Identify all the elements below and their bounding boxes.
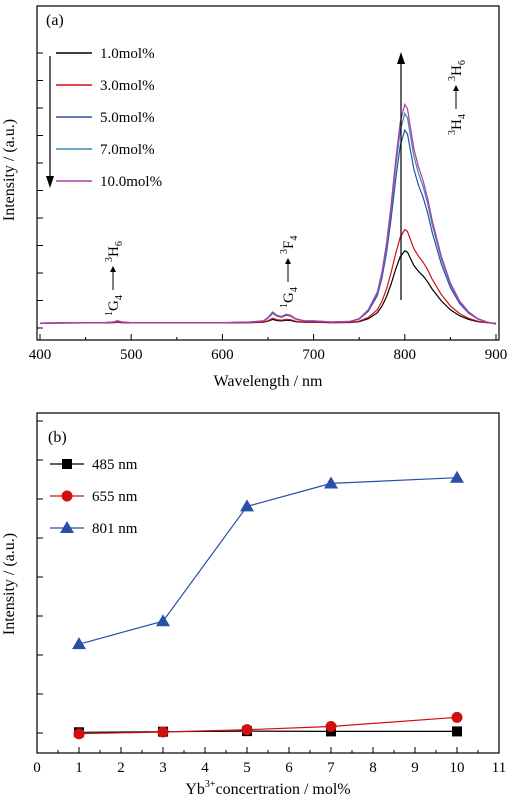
- panel-b-marker-triangle: [450, 470, 464, 483]
- panel-a-xtick-label: 700: [302, 347, 325, 363]
- panel-b-xlabel-rest: concertration / mol%: [216, 781, 351, 798]
- panel-b-marker-triangle: [72, 637, 86, 650]
- panel-b-marker-circle: [241, 724, 253, 736]
- panel-b-ticks: 0 1 2 3 4 5 6 7 8 9 10 11: [33, 420, 506, 776]
- panel-b-marker-triangle: [156, 614, 170, 627]
- panel-a-legend-label: 1.0mol%: [100, 46, 155, 62]
- panel-b-xtick-label: 10: [450, 760, 465, 776]
- panel-a-legend: 1.0mol% 3.0mol% 5.0mol% 7.0mol% 10.0mol%: [46, 46, 162, 190]
- panel-b-marker-circle: [73, 728, 85, 740]
- panel-a-annotations: 1G4 3H6 1G4 3F4 3H4 3H6: [104, 60, 468, 316]
- panel-b-marker-triangle: [240, 499, 254, 512]
- panel-b-xtick-label: 2: [117, 760, 125, 776]
- panel-a-transition: 3H4 3H6: [447, 60, 468, 135]
- panel-a: (a) 400 500 600 700 800 900 1.0mol% 3.0mol% 5.0…: [1, 5, 508, 390]
- panel-b-xtick-label: 1: [75, 760, 83, 776]
- panel-b-marker-square: [452, 726, 462, 737]
- panel-a-xtick-label: 900: [485, 347, 508, 363]
- panel-a-transition-upper: 3H6: [104, 241, 125, 262]
- panel-b-legend-label: 485 nm: [92, 457, 138, 473]
- panel-a-transition-arrowhead: [110, 266, 116, 272]
- panel-b-marker-circle: [61, 490, 73, 502]
- panel-a-legend-label: 10.0mol%: [100, 174, 162, 190]
- panel-b-xtick-label: 8: [369, 760, 377, 776]
- panel-b-legend: 485 nm 655 nm 801 nm: [50, 457, 138, 537]
- panel-a-legend-label: 5.0mol%: [100, 110, 155, 126]
- panel-b-legend-label: 801 nm: [92, 521, 138, 537]
- panel-a-xtick-label: 800: [394, 347, 417, 363]
- panel-b-marker-triangle: [60, 521, 74, 533]
- panel-a-transition-lower: 3H4: [447, 114, 468, 135]
- panel-b-marker-square: [62, 459, 72, 469]
- panel-a-series: [39, 52, 497, 325]
- panel-b-xlabel-prefix: Yb: [185, 781, 205, 798]
- panel-a-transition-arrowhead: [285, 258, 291, 264]
- panel-a-transition-upper: 3H6: [447, 60, 468, 81]
- panel-b-xtick-label: 3: [159, 760, 167, 776]
- panel-a-xtick-label: 600: [211, 347, 234, 363]
- panel-b-xlabel: Yb3+concertration / mol%: [185, 779, 350, 798]
- panel-b-label: (b): [48, 429, 67, 446]
- panel-a-peak-arrowhead: [397, 52, 405, 64]
- panel-a-legend-arrowhead: [46, 176, 54, 188]
- panel-b-ylabel: Intensity / (a.u.): [1, 533, 18, 635]
- panel-a-transition: 1G4 3F4: [279, 236, 300, 308]
- panel-b-xtick-label: 6: [285, 760, 293, 776]
- panel-b-xtick-label: 7: [327, 760, 335, 776]
- panel-b-marker-circle: [325, 721, 337, 733]
- panel-b-legend-label: 655 nm: [92, 489, 138, 505]
- panel-b-xtick-label: 0: [33, 760, 41, 776]
- panel-a-transition: 1G4 3H6: [104, 241, 125, 316]
- panel-a-xlabel: Wavelength / nm: [214, 373, 323, 390]
- panel-a-transition-arrowhead: [453, 85, 459, 91]
- panel-a-series-line: [39, 128, 497, 325]
- panel-a-label: (a): [46, 12, 64, 29]
- panel-a-xtick-label: 400: [29, 347, 52, 363]
- panel-b: (b) 0 1 2 3 4 5 6 7 8 9 10 11 485 nm 655 nm 801 nm Yb…: [1, 412, 506, 798]
- panel-b-marker-triangle: [324, 476, 338, 489]
- panel-a-xtick-label: 500: [120, 347, 143, 363]
- panel-b-xtick-label: 9: [411, 760, 419, 776]
- panel-a-legend-label: 7.0mol%: [100, 142, 155, 158]
- panel-a-transition-upper: 3F4: [279, 236, 300, 254]
- panel-a-series-line: [39, 102, 497, 325]
- panel-b-marker-circle: [157, 726, 169, 738]
- panel-b-xtick-label: 5: [243, 760, 251, 776]
- panel-b-series: [72, 470, 464, 740]
- panel-a-transition-lower: 1G4: [104, 295, 125, 316]
- panel-b-marker-circle: [451, 711, 463, 723]
- panel-b-xlabel-sup: 3+: [205, 779, 216, 790]
- panel-b-xtick-label: 11: [492, 760, 506, 776]
- panel-a-legend-label: 3.0mol%: [100, 78, 155, 94]
- panel-b-xtick-label: 4: [201, 760, 209, 776]
- panel-a-transition-lower: 1G4: [279, 287, 300, 308]
- panel-a-ticks: 400 500 600 700 800 900: [29, 52, 508, 363]
- panel-a-ylabel: Intensity / (a.u.): [1, 119, 18, 221]
